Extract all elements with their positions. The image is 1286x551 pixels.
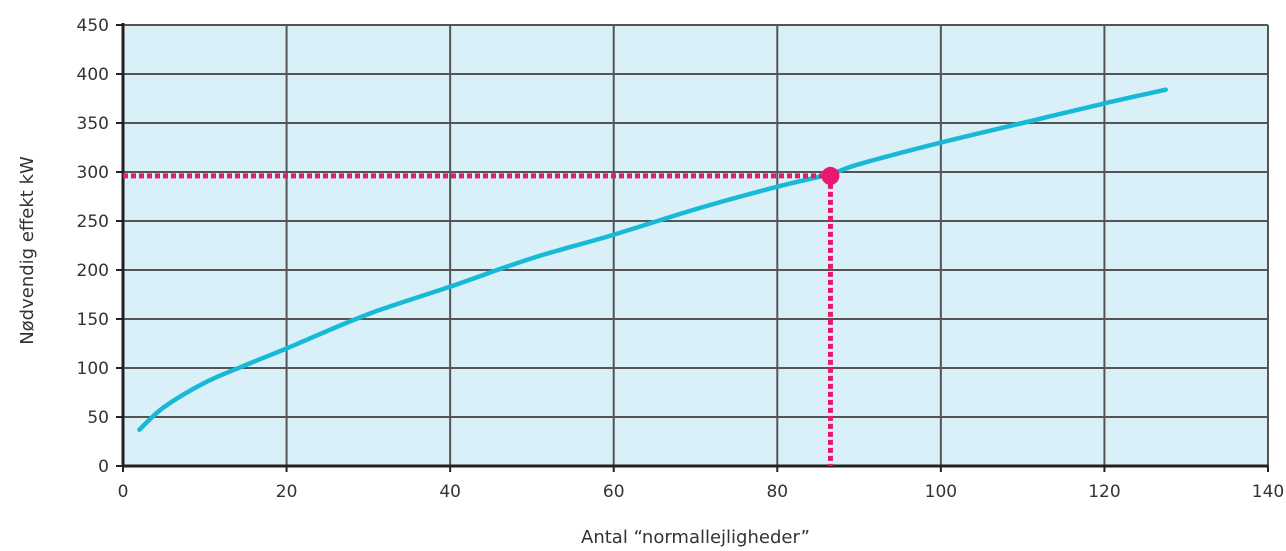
y-tick-label: 50 bbox=[87, 408, 109, 428]
series-line bbox=[137, 87, 1169, 432]
x-tick-label: 140 bbox=[1252, 482, 1284, 502]
x-tick-label: 0 bbox=[118, 482, 129, 502]
x-tick-label: 120 bbox=[1088, 482, 1120, 502]
y-tick-label: 150 bbox=[77, 310, 109, 330]
y-tick-label: 350 bbox=[77, 114, 109, 134]
y-axis-label: Nødvendig effekt kW bbox=[17, 156, 38, 345]
y-tick-label: 450 bbox=[77, 16, 109, 36]
x-tick-label: 80 bbox=[766, 482, 788, 502]
x-tick-label: 100 bbox=[925, 482, 957, 502]
y-tick-label: 400 bbox=[77, 65, 109, 85]
x-tick-label: 60 bbox=[603, 482, 625, 502]
x-axis-label: Antal “normallejligheder” bbox=[581, 527, 810, 548]
y-tick-label: 250 bbox=[77, 212, 109, 232]
plot-area bbox=[123, 25, 1268, 466]
axes bbox=[116, 23, 1269, 472]
y-tick-label: 100 bbox=[77, 359, 109, 379]
y-tick-label: 300 bbox=[77, 163, 109, 183]
y-tick-labels: 0 50 100 150 200 250 300 350 400 450 bbox=[77, 16, 109, 477]
x-tick-labels: 0 20 40 60 80 100 120 140 bbox=[118, 482, 1285, 502]
annotation-marker bbox=[821, 166, 840, 185]
x-tick-label: 40 bbox=[439, 482, 461, 502]
y-tick-label: 200 bbox=[77, 261, 109, 281]
y-tick-label: 0 bbox=[98, 457, 109, 477]
x-tick-label: 20 bbox=[276, 482, 298, 502]
